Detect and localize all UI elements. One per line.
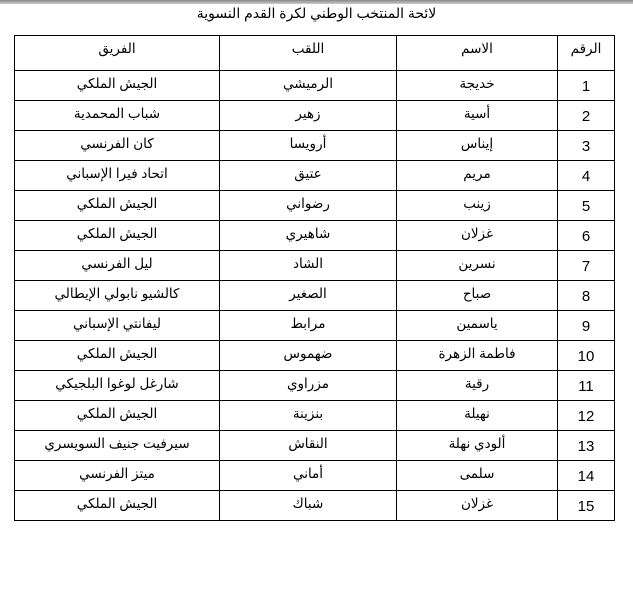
player-last-name: رضواني: [219, 190, 397, 221]
player-last-name: ضهموس: [219, 340, 397, 371]
table-row: 1 خديجة الرميشي الجيش الملكي: [14, 70, 615, 101]
player-last-name: الشاد: [219, 250, 397, 281]
player-last-name: مرابط: [219, 310, 397, 341]
table-row: 8 صباح الصغير كالشيو نابولي الإيطالي: [14, 280, 615, 311]
table-row: 11 رقية مزراوي شارغل لوغوا البلجيكي: [14, 370, 615, 401]
player-first-name: إيناس: [396, 130, 558, 161]
table-row: 10 فاطمة الزهرة ضهموس الجيش الملكي: [14, 340, 615, 371]
player-number: 15: [557, 490, 615, 521]
table-row: 13 ألودي نهلة النقاش سيرفيت جنيف السويسري: [14, 430, 615, 461]
player-team: الجيش الملكي: [14, 220, 220, 251]
player-first-name: خديجة: [396, 70, 558, 101]
player-number: 2: [557, 100, 615, 131]
players-table: الرقم الاسم اللقب الفريق 1 خديجة الرميشي ال…: [14, 35, 615, 521]
player-number: 13: [557, 430, 615, 461]
player-team: الجيش الملكي: [14, 190, 220, 221]
table-row: 6 غزلان شاهيري الجيش الملكي: [14, 220, 615, 251]
player-team: شارغل لوغوا البلجيكي: [14, 370, 220, 401]
player-number: 9: [557, 310, 615, 341]
window-top-edge: [0, 0, 633, 4]
player-last-name: أرويسا: [219, 130, 397, 161]
player-last-name: بنزينة: [219, 400, 397, 431]
player-team: شباب المحمدية: [14, 100, 220, 131]
header-first-name: الاسم: [396, 35, 558, 71]
player-first-name: مريم: [396, 160, 558, 191]
player-first-name: نسرين: [396, 250, 558, 281]
table-row: 14 سلمى أماني ميتز الفرنسي: [14, 460, 615, 491]
player-last-name: زهير: [219, 100, 397, 131]
player-number: 11: [557, 370, 615, 401]
player-team: ليفانتي الإسباني: [14, 310, 220, 341]
player-first-name: غزلان: [396, 220, 558, 251]
player-number: 7: [557, 250, 615, 281]
table-row: 12 نهيلة بنزينة الجيش الملكي: [14, 400, 615, 431]
document-title: لائحة المنتخب الوطني لكرة القدم النسوية: [196, 5, 437, 21]
player-number: 12: [557, 400, 615, 431]
header-team: الفريق: [14, 35, 220, 71]
player-team: الجيش الملكي: [14, 490, 220, 521]
table-row: 4 مريم عتيق اتحاد فيرا الإسباني: [14, 160, 615, 191]
player-first-name: سلمى: [396, 460, 558, 491]
header-last-name: اللقب: [219, 35, 397, 71]
table-row: 5 زينب رضواني الجيش الملكي: [14, 190, 615, 221]
player-number: 14: [557, 460, 615, 491]
table-row: 15 غزلان شباك الجيش الملكي: [14, 490, 615, 521]
player-last-name: الرميشي: [219, 70, 397, 101]
player-first-name: ألودي نهلة: [396, 430, 558, 461]
player-first-name: أسية: [396, 100, 558, 131]
player-team: ليل الفرنسي: [14, 250, 220, 281]
player-last-name: أماني: [219, 460, 397, 491]
player-last-name: شباك: [219, 490, 397, 521]
player-first-name: رقية: [396, 370, 558, 401]
player-first-name: نهيلة: [396, 400, 558, 431]
table-row: 2 أسية زهير شباب المحمدية: [14, 100, 615, 131]
player-team: كالشيو نابولي الإيطالي: [14, 280, 220, 311]
player-number: 1: [557, 70, 615, 101]
player-number: 10: [557, 340, 615, 371]
header-number: الرقم: [557, 35, 615, 71]
table-header-row: الرقم الاسم اللقب الفريق: [14, 35, 615, 71]
player-team: الجيش الملكي: [14, 400, 220, 431]
table-row: 9 ياسمين مرابط ليفانتي الإسباني: [14, 310, 615, 341]
player-first-name: صباح: [396, 280, 558, 311]
player-team: الجيش الملكي: [14, 340, 220, 371]
player-team: سيرفيت جنيف السويسري: [14, 430, 220, 461]
player-first-name: غزلان: [396, 490, 558, 521]
player-last-name: النقاش: [219, 430, 397, 461]
player-last-name: الصغير: [219, 280, 397, 311]
player-number: 4: [557, 160, 615, 191]
player-number: 3: [557, 130, 615, 161]
player-team: كان الفرنسي: [14, 130, 220, 161]
player-team: ميتز الفرنسي: [14, 460, 220, 491]
table-row: 3 إيناس أرويسا كان الفرنسي: [14, 130, 615, 161]
player-first-name: فاطمة الزهرة: [396, 340, 558, 371]
player-last-name: شاهيري: [219, 220, 397, 251]
player-first-name: ياسمين: [396, 310, 558, 341]
player-first-name: زينب: [396, 190, 558, 221]
player-number: 5: [557, 190, 615, 221]
player-last-name: عتيق: [219, 160, 397, 191]
player-team: اتحاد فيرا الإسباني: [14, 160, 220, 191]
player-number: 8: [557, 280, 615, 311]
table-row: 7 نسرين الشاد ليل الفرنسي: [14, 250, 615, 281]
player-number: 6: [557, 220, 615, 251]
player-team: الجيش الملكي: [14, 70, 220, 101]
player-last-name: مزراوي: [219, 370, 397, 401]
